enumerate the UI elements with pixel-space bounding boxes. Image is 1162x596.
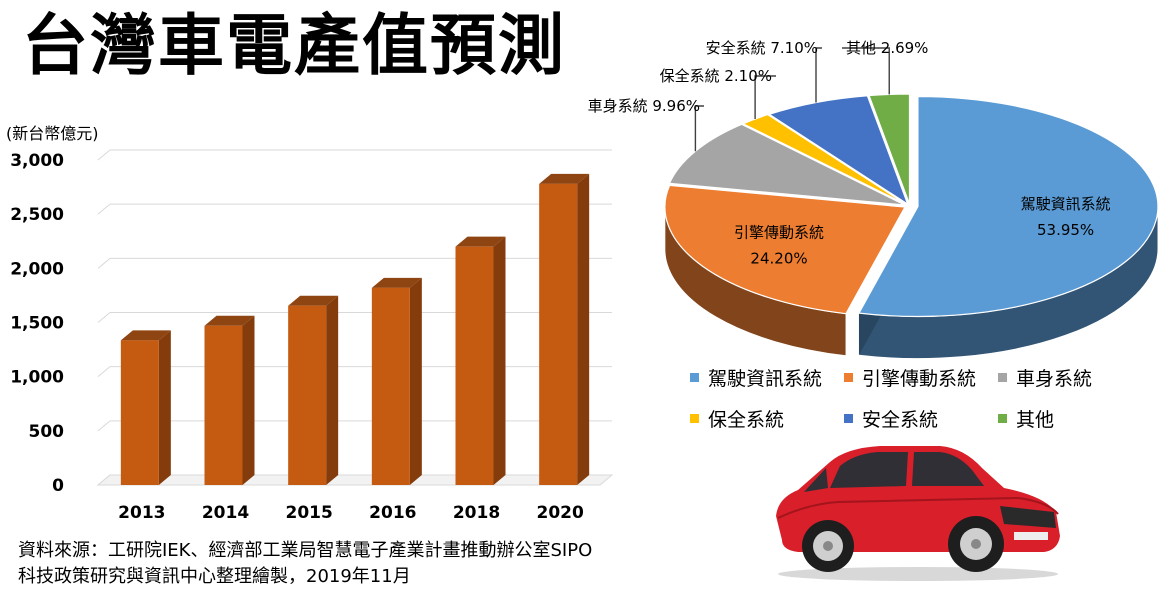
bar-side	[326, 295, 339, 485]
pie-slice-name-label: 駕駛資訊系統	[1021, 195, 1111, 213]
bar-chart-unit-label: (新台幣億元)	[6, 124, 99, 143]
bar-front	[120, 340, 159, 485]
gridline-depth	[97, 366, 111, 378]
bar-top	[204, 315, 255, 326]
y-tick-label: 2,500	[10, 205, 64, 225]
gridline-depth	[97, 149, 111, 161]
pie-slice-name-label: 車身系統	[588, 97, 653, 115]
chart-floor	[96, 474, 614, 486]
pie-slice-value-label: 53.95%	[1037, 221, 1094, 239]
pie-slice-name-label: 引擎傳動系統	[734, 223, 824, 241]
y-tick-label: 1,500	[10, 314, 64, 334]
source-line-2: 科技政策研究與資訊中心整理繪製，2019年11月	[18, 566, 411, 587]
bar-front	[204, 325, 243, 485]
gridline-depth	[97, 203, 111, 215]
bar-side	[158, 330, 171, 485]
bar-front	[539, 183, 578, 486]
legend-swatch	[998, 373, 1007, 382]
y-tick-label: 2,000	[10, 259, 64, 279]
pie-slice-outside-label: 車身系統 9.96%	[588, 97, 700, 115]
pie-slice-name-label: 安全系統	[706, 39, 771, 57]
bar-2015	[288, 295, 339, 485]
pie-chart: 駕駛資訊系統 53.95% 引擎傳動系統 24.20% 車身系統 9.96% 保全系統 2…	[588, 39, 1159, 359]
legend-label: 其他	[1016, 409, 1055, 431]
bar-side	[242, 315, 255, 485]
pie-leader-line	[754, 75, 776, 119]
pie-slice-outside-label: 其他 2.69%	[846, 39, 928, 57]
pie-slice-value-label: 9.96%	[652, 97, 700, 115]
pie-leader-line	[842, 47, 890, 95]
bar-top	[120, 330, 171, 341]
pie-slice-name-label: 保全系統	[660, 67, 725, 85]
legend-item-driver-info: 駕駛資訊系統	[690, 364, 838, 391]
bar-chart: 0 500 1,000 1,500 2,000 2,500 3,000 2013 2014 201…	[10, 149, 614, 523]
bar-top	[371, 277, 422, 288]
legend-label: 保全系統	[708, 409, 785, 431]
pie-slice-outside-label: 安全系統 7.10%	[706, 39, 818, 57]
legend-label: 車身系統	[1016, 368, 1093, 390]
car-illustration	[776, 446, 1060, 581]
bar-front	[371, 287, 410, 485]
pie-slice-name-label: 其他	[846, 39, 881, 57]
pie-slice-車身系統	[668, 123, 906, 206]
gridline-depth	[97, 420, 111, 432]
y-tick-label: 500	[29, 422, 65, 442]
legend-label: 引擎傳動系統	[862, 368, 977, 390]
pie-slice-value-label: 24.20%	[750, 249, 807, 267]
legend-swatch	[690, 373, 699, 382]
bar-2020	[539, 173, 590, 486]
x-tick-label: 2020	[537, 503, 584, 523]
legend-label: 安全系統	[862, 409, 939, 431]
bar-top	[539, 173, 590, 184]
pie-slice-outside-label: 保全系統 2.10%	[660, 67, 772, 85]
pie-slice-駕駛資訊系統	[858, 95, 1159, 318]
pie-leader-line	[694, 105, 704, 152]
bar-side	[409, 277, 422, 485]
legend-item-security: 保全系統	[690, 405, 838, 432]
pie-slice-保全系統	[741, 113, 907, 205]
pie-slice-value-label: 7.10%	[770, 39, 818, 57]
x-tick-label: 2016	[369, 503, 416, 523]
bar-2013	[120, 330, 171, 485]
legend-swatch	[844, 373, 853, 382]
pie-leader-line	[815, 47, 822, 103]
bar-front	[455, 246, 494, 485]
x-tick-label: 2013	[118, 503, 165, 523]
pie-legend: 駕駛資訊系統 引擎傳動系統 車身系統 保全系統 安全系統 其他	[690, 364, 1160, 432]
bar-front	[288, 305, 327, 485]
bar-top	[455, 236, 506, 247]
legend-item-powertrain: 引擎傳動系統	[844, 364, 992, 391]
pie-slice-value-label: 2.10%	[724, 67, 772, 85]
page-title: 台灣車電產值預測	[22, 7, 566, 84]
x-tick-label: 2015	[286, 503, 333, 523]
y-tick-label: 1,000	[10, 368, 64, 388]
source-line-1: 資料來源：工研院IEK、經濟部工業局智慧電子產業計畫推動辦公室SIPO	[18, 540, 593, 561]
x-tick-label: 2014	[202, 503, 249, 523]
bar-2018	[455, 236, 506, 485]
bar-side	[577, 173, 590, 486]
legend-item-other: 其他	[998, 405, 1138, 432]
y-tick-label: 0	[52, 476, 64, 496]
legend-item-body: 車身系統	[998, 364, 1138, 391]
bar-2014	[204, 315, 255, 485]
y-tick-label: 3,000	[10, 151, 64, 171]
bar-side	[493, 236, 506, 485]
gridline-depth	[97, 257, 111, 269]
bar-2016	[371, 277, 422, 485]
legend-swatch	[690, 414, 699, 423]
legend-swatch	[844, 414, 853, 423]
source-note: 資料來源：工研院IEK、經濟部工業局智慧電子產業計畫推動辦公室SIPO 科技政策…	[18, 538, 592, 590]
bar-top	[288, 295, 339, 306]
x-tick-label: 2018	[453, 503, 500, 523]
gridline-depth	[97, 312, 111, 323]
legend-label: 駕駛資訊系統	[708, 368, 823, 390]
pie-slice-安全系統	[767, 95, 909, 206]
pie-slice-value-label: 2.69%	[881, 39, 929, 57]
legend-item-safety: 安全系統	[844, 405, 992, 432]
pie-slice-引擎傳動系統	[664, 184, 906, 315]
legend-swatch	[998, 414, 1007, 423]
